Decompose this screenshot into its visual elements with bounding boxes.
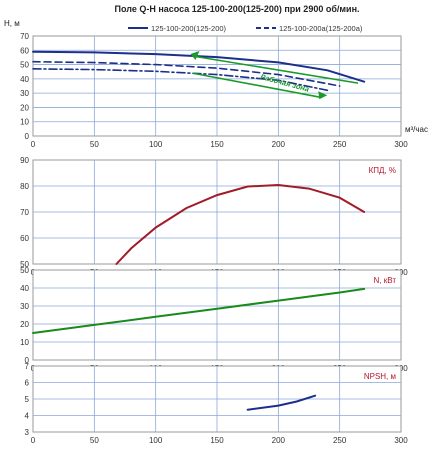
eff-y-tick-label: 90: [20, 156, 29, 165]
eff-y-tick-label: 50: [20, 260, 29, 269]
power-y-tick-label: 40: [20, 284, 29, 293]
qh-x-tick-label: 250: [333, 140, 347, 149]
npsh-panel-label: NPSH, м: [364, 372, 396, 381]
npsh-y-tick-label: 5: [25, 395, 30, 404]
qh-y-tick-label: 0: [25, 132, 30, 141]
qh-x-tick-label: 150: [210, 140, 224, 149]
legend-label-2: 125-100-200а(125-200а): [279, 24, 363, 33]
eff-y-tick-label: 70: [20, 208, 29, 217]
qh-x-tick-label: 200: [272, 140, 286, 149]
npsh-x-tick-label: 150: [210, 436, 224, 445]
qh-x-axis-label: м³/час: [405, 125, 428, 134]
eff-series-line-1: [115, 183, 366, 265]
power-panel: 01020304050050100150200250300N, кВт: [20, 266, 408, 373]
qh-y-tick-label: 20: [20, 103, 29, 112]
eff-y-tick-label: 80: [20, 182, 29, 191]
power-y-tick-label: 0: [25, 356, 30, 365]
npsh-series-line-1: [246, 394, 317, 411]
power-panel-label: N, кВт: [374, 276, 397, 285]
power-y-tick-label: 20: [20, 320, 29, 329]
qh-x-tick-label: 100: [149, 140, 163, 149]
qh-y-tick-label: 40: [20, 75, 29, 84]
npsh-x-tick-label: 250: [333, 436, 347, 445]
work-zone-lower-boundary: [192, 72, 322, 99]
npsh-x-tick-label: 100: [149, 436, 163, 445]
qh-y-tick-label: 70: [20, 32, 29, 41]
npsh-x-tick-label: 300: [394, 436, 408, 445]
npsh-y-tick-label: 3: [25, 428, 30, 437]
eff-panel: 5060708090050100150200250300КПД, %: [20, 156, 408, 277]
npsh-x-tick-label: 200: [272, 436, 286, 445]
npsh-x-tick-label: 50: [90, 436, 99, 445]
qh-x-tick-label: 50: [90, 140, 99, 149]
power-y-tick-label: 10: [20, 338, 29, 347]
qh-series-line-2: [32, 60, 341, 87]
qh-series-line-3: [32, 68, 329, 92]
eff-panel-label: КПД, %: [369, 166, 396, 175]
qh-y-axis-label: H, м: [4, 19, 20, 28]
eff-y-tick-label: 60: [20, 234, 29, 243]
power-y-tick-label: 30: [20, 302, 29, 311]
qh-y-tick-label: 60: [20, 46, 29, 55]
qh-y-tick-label: 10: [20, 118, 29, 127]
qh-series-line-1: [32, 50, 366, 83]
work-zone-arrow-left-icon: [190, 51, 200, 60]
power-series-line-1: [32, 287, 366, 334]
qh-y-tick-label: 30: [20, 89, 29, 98]
npsh-x-tick-label: 0: [31, 436, 36, 445]
qh-panel: 0 10 20 30 40 50 60 70 0 50 100 150 200 250 300 H, м м³/…: [4, 19, 428, 149]
qh-y-tick-label: 50: [20, 61, 29, 70]
power-y-tick-label: 50: [20, 266, 29, 275]
npsh-y-tick-label: 7: [25, 362, 30, 371]
npsh-panel: 3 4 5 6 7 0 50 100 150 200 250 300 NPSH, м: [25, 362, 409, 445]
chart-title: Поле Q-H насоса 125-100-200(125-200) при…: [114, 4, 359, 14]
legend-label-1: 125-100-200(125-200): [151, 24, 227, 33]
npsh-y-tick-label: 6: [25, 379, 30, 388]
npsh-y-tick-label: 4: [25, 412, 30, 421]
work-zone-arrow-right-icon: [318, 91, 328, 100]
work-zone-upper-boundary: [192, 55, 359, 84]
qh-x-tick-label: 300: [394, 140, 408, 149]
qh-x-tick-label: 0: [31, 140, 36, 149]
